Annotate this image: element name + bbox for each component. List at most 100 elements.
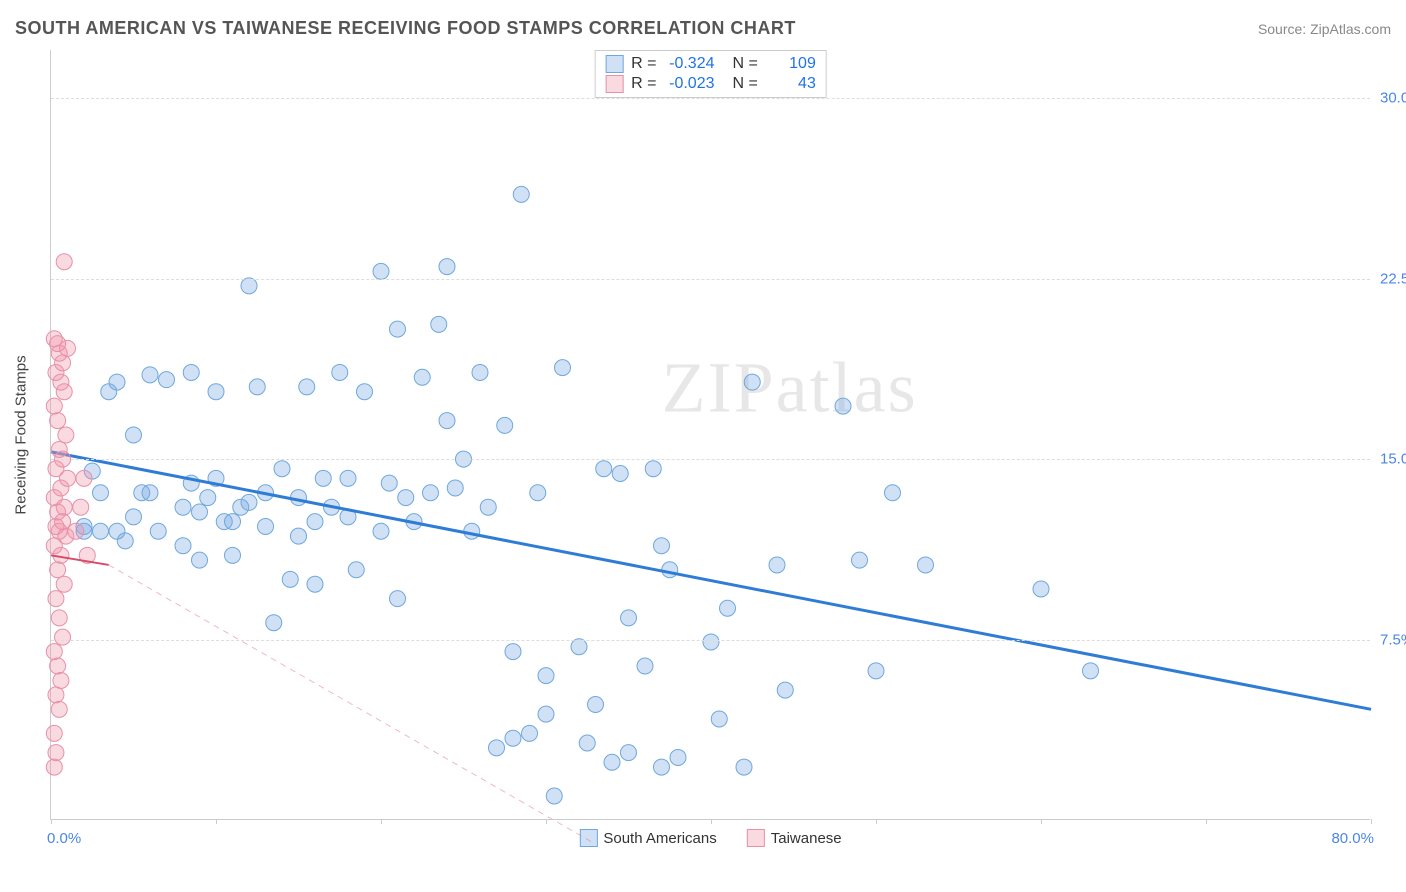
data-point [621, 745, 637, 761]
data-point [76, 470, 92, 486]
data-point [307, 514, 323, 530]
r-value: -0.324 [665, 55, 715, 73]
data-point [662, 562, 678, 578]
data-point [522, 725, 538, 741]
data-point [769, 557, 785, 573]
data-point [192, 504, 208, 520]
trend-line [51, 452, 1371, 709]
r-value: -0.023 [665, 75, 715, 93]
y-tick-label: 7.5% [1380, 631, 1406, 648]
data-point [249, 379, 265, 395]
data-point [373, 263, 389, 279]
data-point [332, 364, 348, 380]
data-point [447, 480, 463, 496]
data-point [315, 470, 331, 486]
data-point [51, 701, 67, 717]
data-point [439, 413, 455, 429]
data-point [175, 538, 191, 554]
data-point [192, 552, 208, 568]
data-point [489, 740, 505, 756]
data-point [142, 485, 158, 501]
data-point [1083, 663, 1099, 679]
data-point [654, 759, 670, 775]
data-point [208, 384, 224, 400]
data-point [637, 658, 653, 674]
x-axis-min-label: 0.0% [47, 830, 81, 847]
stats-row: R =-0.324N =109 [605, 55, 816, 73]
data-point [48, 687, 64, 703]
data-point [868, 663, 884, 679]
data-point [505, 644, 521, 660]
data-point [159, 372, 175, 388]
data-point [579, 735, 595, 751]
data-point [46, 644, 62, 660]
gridline-h [51, 98, 1370, 99]
x-tick-mark [546, 819, 547, 824]
data-point [530, 485, 546, 501]
gridline-h [51, 279, 1370, 280]
stats-row: R =-0.023N =43 [605, 75, 816, 93]
y-tick-label: 15.0% [1380, 451, 1406, 468]
data-point [835, 398, 851, 414]
data-point [390, 591, 406, 607]
gridline-h [51, 459, 1370, 460]
data-point [50, 413, 66, 429]
data-point [497, 417, 513, 433]
x-tick-mark [1371, 819, 1372, 824]
data-point [538, 706, 554, 722]
chart-source: Source: ZipAtlas.com [1258, 21, 1391, 37]
series-swatch [605, 75, 623, 93]
data-point [109, 374, 125, 390]
data-point [736, 759, 752, 775]
stats-box: R =-0.324N =109R =-0.023N =43 [594, 50, 827, 98]
data-point [200, 490, 216, 506]
data-point [117, 533, 133, 549]
data-point [225, 514, 241, 530]
data-point [480, 499, 496, 515]
data-point [58, 427, 74, 443]
data-point [588, 697, 604, 713]
data-point [670, 749, 686, 765]
data-point [266, 615, 282, 631]
x-tick-mark [876, 819, 877, 824]
n-value: 109 [766, 55, 816, 73]
data-point [46, 331, 62, 347]
data-point [357, 384, 373, 400]
data-point [241, 494, 257, 510]
x-tick-mark [381, 819, 382, 824]
data-point [604, 754, 620, 770]
data-point [150, 523, 166, 539]
data-point [274, 461, 290, 477]
data-point [73, 499, 89, 515]
r-label: R = [631, 75, 656, 93]
x-tick-mark [51, 819, 52, 824]
data-point [51, 441, 67, 457]
data-point [348, 562, 364, 578]
x-tick-mark [1206, 819, 1207, 824]
legend-item: Taiwanese [747, 829, 842, 847]
data-point [538, 668, 554, 684]
gridline-h [51, 640, 1370, 641]
data-point [472, 364, 488, 380]
data-point [307, 576, 323, 592]
data-point [340, 470, 356, 486]
data-point [93, 523, 109, 539]
data-point [258, 518, 274, 534]
data-point [55, 629, 71, 645]
data-point [464, 523, 480, 539]
y-tick-label: 22.5% [1380, 270, 1406, 287]
data-point [777, 682, 793, 698]
n-value: 43 [766, 75, 816, 93]
r-label: R = [631, 55, 656, 73]
x-tick-mark [1041, 819, 1042, 824]
data-point [390, 321, 406, 337]
chart-area: Receiving Food Stamps ZIPatlas R =-0.324… [50, 50, 1370, 820]
series-swatch [605, 55, 623, 73]
y-tick-label: 30.0% [1380, 90, 1406, 107]
data-point [546, 788, 562, 804]
source-name: ZipAtlas.com [1310, 21, 1391, 37]
data-point [505, 730, 521, 746]
data-point [555, 360, 571, 376]
data-point [93, 485, 109, 501]
x-tick-mark [711, 819, 712, 824]
